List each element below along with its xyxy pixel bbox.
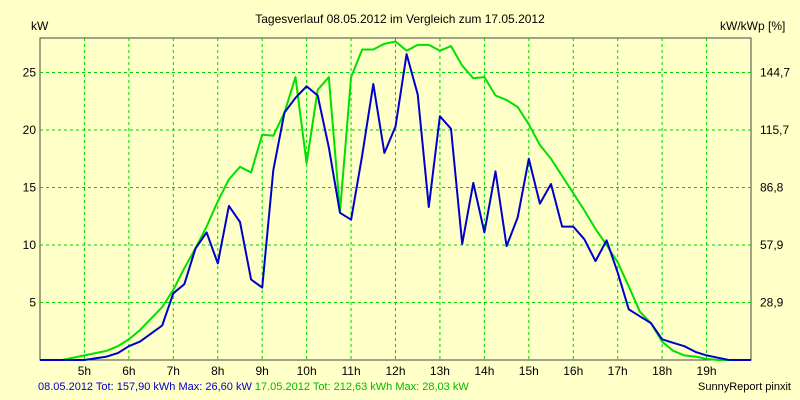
footer-series1-stats: Tot: 157,90 kWh Max: 26,60 kW bbox=[95, 381, 252, 393]
y-tick-label-right: 86,8 bbox=[760, 181, 784, 195]
grid bbox=[40, 38, 751, 360]
footer-series2-stats: Tot: 212,63 kWh Max: 28,03 kW bbox=[312, 381, 469, 393]
x-tick-label: 13h bbox=[430, 364, 450, 378]
x-tick-label: 9h bbox=[256, 364, 269, 378]
y-axis-left: 5 10 15 20 25 bbox=[23, 66, 37, 310]
y-tick-label-right: 57,9 bbox=[760, 238, 784, 252]
y-tick-label-left: 15 bbox=[23, 181, 37, 195]
x-tick-label: 15h bbox=[519, 364, 539, 378]
y-tick-label-right: 28,9 bbox=[760, 296, 784, 310]
x-tick-label: 19h bbox=[697, 364, 717, 378]
footer-stats: 08.05.2012 Tot: 157,90 kWh Max: 26,60 kW… bbox=[38, 381, 469, 393]
series-lines bbox=[40, 40, 751, 361]
y-axis-left-label: kW bbox=[31, 19, 49, 33]
footer-series2-date: 17.05.2012 bbox=[254, 381, 310, 393]
y-tick-label-left: 20 bbox=[23, 123, 37, 137]
x-tick-label: 7h bbox=[167, 364, 180, 378]
series-line-17-05-2012 bbox=[40, 40, 751, 361]
x-tick-label: 11h bbox=[341, 364, 360, 378]
x-tick-label: 8h bbox=[211, 364, 224, 378]
y-tick-label-left: 5 bbox=[29, 296, 36, 310]
plot-area bbox=[39, 37, 752, 361]
x-tick-label: 17h bbox=[608, 364, 628, 378]
y-tick-label-right: 144,7 bbox=[760, 66, 790, 80]
footer-series1-date: 08.05.2012 bbox=[38, 381, 94, 393]
x-tick-label: 10h bbox=[297, 364, 317, 378]
x-tick-label: 14h bbox=[474, 364, 494, 378]
footer-credit: SunnyReport pinxit bbox=[698, 381, 791, 393]
series-line-08-05-2012 bbox=[40, 53, 751, 361]
chart-title: Tagesverlauf 08.05.2012 im Vergleich zum… bbox=[255, 12, 545, 26]
y-axis-right: 28,9 57,9 86,8 115,7 144,7 bbox=[760, 66, 790, 310]
x-axis: 5h 6h 7h 8h 9h 10h 11h 12h 13h 14h 15h 16h 17h 18h 19h bbox=[78, 364, 717, 378]
x-tick-label: 5h bbox=[78, 364, 91, 378]
y-tick-label-left: 25 bbox=[23, 66, 37, 80]
y-axis-right-label: kW/kWp [%] bbox=[720, 19, 785, 33]
y-tick-label-right: 115,7 bbox=[760, 123, 789, 137]
y-tick-label-left: 10 bbox=[23, 238, 37, 252]
x-tick-label: 12h bbox=[385, 364, 405, 378]
x-tick-label: 16h bbox=[563, 364, 583, 378]
x-tick-label: 6h bbox=[122, 364, 135, 378]
x-tick-label: 18h bbox=[652, 364, 672, 378]
